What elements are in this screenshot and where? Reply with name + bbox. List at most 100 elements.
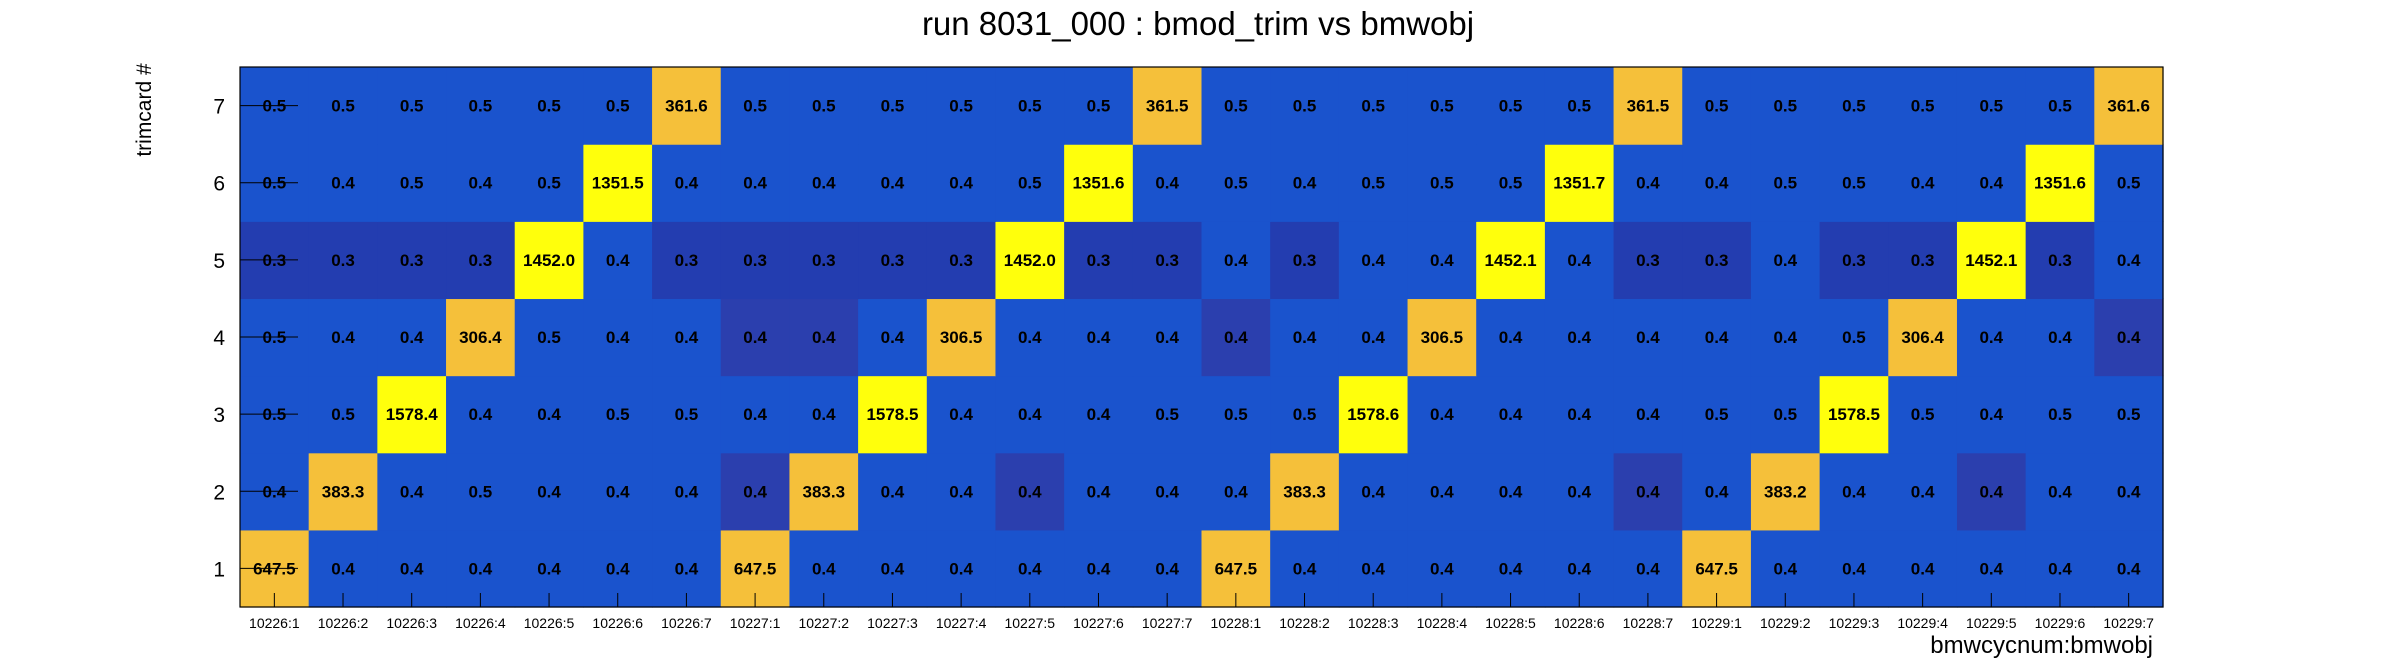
heatmap-cell <box>2025 221 2095 300</box>
cell-value-label: 0.4 <box>1567 251 1591 270</box>
heatmap-cell <box>2025 452 2095 531</box>
cell-value-label: 0.4 <box>1567 559 1591 578</box>
heatmap-cell <box>1682 452 1752 531</box>
heatmap-cell <box>1338 67 1409 145</box>
cell-value-label: 0.4 <box>949 559 973 578</box>
heatmap-cell <box>1888 144 1958 222</box>
heatmap-cell <box>926 144 997 222</box>
cell-value-label: 0.4 <box>1499 405 1523 424</box>
heatmap-cell <box>1338 221 1409 300</box>
cell-value-label: 0.5 <box>469 97 493 116</box>
heatmap-cell <box>1132 144 1203 222</box>
heatmap-cell <box>2094 221 2164 300</box>
cell-value-label: 0.4 <box>1499 328 1523 347</box>
heatmap-cell <box>1682 298 1752 377</box>
cell-value-label: 306.4 <box>459 328 502 347</box>
heatmap-cell <box>1270 452 1340 531</box>
heatmap-cell <box>583 375 653 454</box>
cell-value-label: 1351.6 <box>2034 174 2086 193</box>
heatmap-cell <box>1613 298 1683 377</box>
heatmap-cell <box>514 452 584 531</box>
heatmap-cell <box>1819 375 1889 454</box>
heatmap-cell <box>1750 67 1821 145</box>
x-tick-label: 10226:4 <box>455 615 506 631</box>
heatmap-cell <box>652 452 722 531</box>
heatmap-cell <box>1544 375 1615 454</box>
heatmap-cell <box>720 144 791 222</box>
cell-value-label: 0.4 <box>1911 482 1935 501</box>
heatmap-cell <box>858 375 928 454</box>
cell-value-label: 0.4 <box>1636 174 1660 193</box>
heatmap-cell <box>1201 221 1271 300</box>
heatmap-cell <box>2025 67 2095 145</box>
cell-value-label: 0.3 <box>469 251 493 270</box>
heatmap-cell <box>1064 144 1134 222</box>
cell-value-label: 0.4 <box>1636 559 1660 578</box>
cell-value-label: 0.5 <box>1087 97 1111 116</box>
x-axis-label: bmwcycnum:bmwobj <box>1930 632 2153 659</box>
heatmap-cell <box>1613 452 1683 531</box>
cell-value-label: 0.4 <box>1224 328 1248 347</box>
cell-value-label: 0.5 <box>606 97 630 116</box>
cell-value-label: 1351.7 <box>1553 174 1605 193</box>
heatmap-cell <box>1956 221 2027 300</box>
heatmap-cell <box>1270 67 1340 145</box>
cell-value-label: 0.5 <box>1705 405 1729 424</box>
x-tick-label: 10229:6 <box>2035 615 2086 631</box>
heatmap-cell <box>1544 144 1615 222</box>
cell-value-label: 0.4 <box>1155 174 1179 193</box>
heatmap-cell <box>1613 221 1683 300</box>
heatmap-cell <box>1064 67 1134 145</box>
x-tick-label: 10228:4 <box>1417 615 1468 631</box>
heatmap-cell <box>2094 452 2164 531</box>
cell-value-label: 0.5 <box>400 174 424 193</box>
cell-value-label: 0.4 <box>675 328 699 347</box>
cell-value-label: 0.4 <box>881 174 905 193</box>
cell-value-label: 0.4 <box>1567 405 1591 424</box>
cell-value-label: 0.4 <box>537 482 561 501</box>
cell-value-label: 0.4 <box>1430 405 1454 424</box>
cell-value-label: 306.5 <box>1421 328 1464 347</box>
heatmap-cell <box>377 298 447 377</box>
heatmap-cell <box>1064 221 1134 300</box>
cell-value-label: 0.4 <box>331 559 355 578</box>
heatmap-cell <box>1201 298 1271 377</box>
cell-value-label: 0.4 <box>2048 328 2072 347</box>
cell-value-label: 0.4 <box>1361 251 1385 270</box>
cell-value-label: 0.5 <box>606 405 630 424</box>
heatmap-cell <box>514 144 584 222</box>
heatmap-cell <box>2094 375 2164 454</box>
x-tick-labels: 10226:1 10226:2 10226:3 10226:4 10226:5 10226… <box>249 615 2154 631</box>
heatmap-cell <box>1132 298 1203 377</box>
x-tick-label: 10227:1 <box>730 615 781 631</box>
heatmap-cell <box>1407 144 1477 222</box>
heatmap-cell <box>2025 298 2095 377</box>
cell-value-label: 0.4 <box>606 482 630 501</box>
cell-value-label: 0.3 <box>949 251 973 270</box>
heatmap-cell <box>1819 144 1889 222</box>
cell-value-label: 0.4 <box>1430 559 1454 578</box>
cell-value-label: 383.3 <box>802 482 845 501</box>
cell-value-label: 647.5 <box>734 559 777 578</box>
x-tick-label: 10228:7 <box>1623 615 1674 631</box>
cell-value-label: 0.3 <box>1705 251 1729 270</box>
cell-value-label: 0.4 <box>2048 482 2072 501</box>
heatmap-cell <box>1819 221 1889 300</box>
cell-value-label: 0.5 <box>1155 405 1179 424</box>
heatmap-cell <box>446 67 516 145</box>
cell-value-label: 0.5 <box>1842 328 1866 347</box>
heatmap-cell <box>308 452 378 531</box>
cell-value-label: 0.4 <box>949 405 973 424</box>
heatmap-cell <box>995 67 1065 145</box>
x-tick-label: 10226:7 <box>661 615 712 631</box>
cell-value-label: 0.5 <box>1773 174 1797 193</box>
heatmap-cell <box>1064 375 1134 454</box>
cell-value-label: 0.4 <box>1773 559 1797 578</box>
heatmap-cell <box>1888 375 1958 454</box>
heatmap-cell <box>1544 298 1615 377</box>
cell-value-label: 383.2 <box>1764 482 1807 501</box>
cell-value-label: 0.5 <box>1224 405 1248 424</box>
cell-value-label: 0.3 <box>1293 251 1317 270</box>
heatmap-cell <box>995 298 1065 377</box>
heatmap-cell <box>995 452 1065 531</box>
